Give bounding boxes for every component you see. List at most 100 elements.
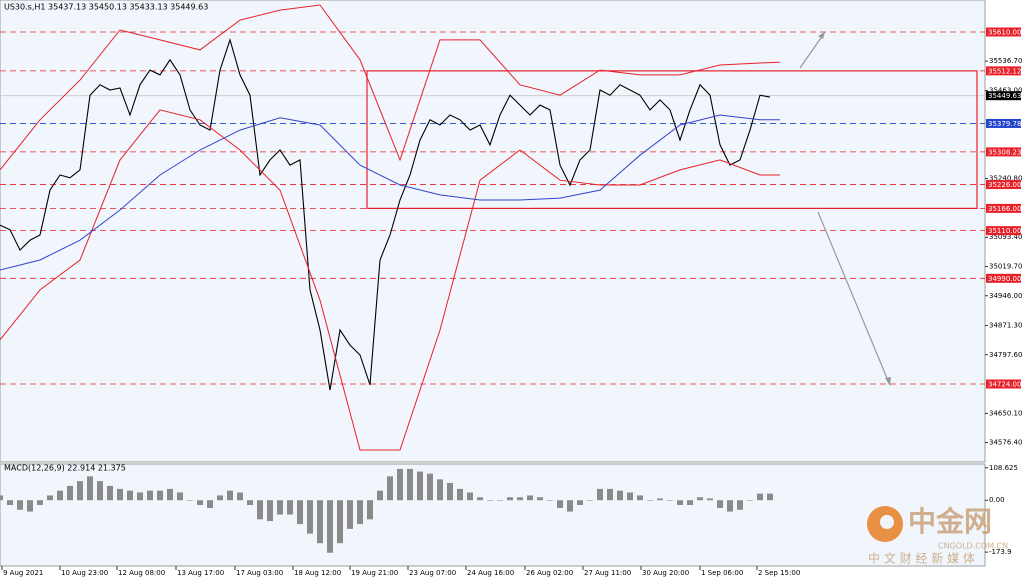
macd-bar xyxy=(7,500,13,505)
macd-bar xyxy=(487,500,493,501)
macd-bar xyxy=(537,497,543,501)
level-label-box xyxy=(986,180,1021,190)
macd-bar xyxy=(597,488,603,501)
macd-bar xyxy=(97,481,103,501)
macd-bar xyxy=(77,481,83,501)
macd-bar xyxy=(757,493,763,501)
macd-layer xyxy=(0,468,773,553)
level-label: 35226.00 xyxy=(988,181,1021,189)
macd-bar xyxy=(717,500,723,508)
x-tick-label: 12 Aug 08:00 xyxy=(118,569,165,577)
x-tick-label: 17 Aug 03:00 xyxy=(236,569,283,577)
macd-bar xyxy=(587,500,593,501)
x-tick-label: 1 Sep 06:00 xyxy=(701,569,743,577)
watermark-site: CNGOLD.COM.CN xyxy=(938,542,1008,551)
macd-bar xyxy=(217,495,223,501)
level-label-box xyxy=(986,273,1021,283)
level-label: 35308.23 xyxy=(988,148,1021,156)
level-label-box xyxy=(986,118,1021,128)
macd-bar xyxy=(737,500,743,510)
arrow-head xyxy=(885,377,891,386)
macd-bar xyxy=(547,500,553,501)
x-tick-label: 23 Aug 07:00 xyxy=(409,569,456,577)
y-tick-label: 34576.40 xyxy=(989,439,1022,447)
indicator-line xyxy=(0,4,781,171)
macd-bar xyxy=(417,471,423,501)
macd-bar xyxy=(257,500,263,520)
macd-bar xyxy=(367,500,373,520)
x-tick-label: 24 Aug 16:00 xyxy=(467,569,514,577)
level-label: 35449.63 xyxy=(988,92,1021,100)
macd-title: MACD(12,26,9) 22.914 21.375 xyxy=(4,464,126,473)
macd-bar xyxy=(107,485,113,501)
level-label-box xyxy=(986,203,1021,213)
level-label: 35610.00 xyxy=(988,28,1021,36)
macd-bar xyxy=(727,500,733,512)
macd-bar xyxy=(17,500,23,510)
macd-bar xyxy=(527,495,533,501)
level-label: 35379.78 xyxy=(988,120,1021,128)
macd-bar xyxy=(117,488,123,501)
macd-bar xyxy=(167,488,173,501)
y-tick-label: 0.00 xyxy=(989,496,1005,504)
macd-bar xyxy=(277,500,283,515)
macd-bar xyxy=(387,476,393,501)
macd-bar xyxy=(227,490,233,501)
macd-bar xyxy=(207,500,213,508)
macd-bar xyxy=(687,500,693,505)
macd-bar xyxy=(467,492,473,501)
macd-bar xyxy=(567,500,573,512)
macd-bar xyxy=(127,490,133,501)
y-tick-label: 34871.30 xyxy=(989,321,1022,329)
macd-bar xyxy=(137,492,143,501)
indicator-line xyxy=(0,114,780,271)
macd-bar xyxy=(267,500,273,522)
y-tick-label: 34946.00 xyxy=(989,292,1022,300)
level-label: 35110.00 xyxy=(988,227,1021,235)
macd-bar xyxy=(557,500,563,508)
level-label: 34990.00 xyxy=(988,275,1021,283)
y-tick-label: 35093.40 xyxy=(989,233,1022,241)
y-tick-label: -173.9 xyxy=(989,548,1012,556)
macd-bar xyxy=(247,500,253,505)
y-tick-label: 35463.00 xyxy=(989,86,1022,94)
macd-bar xyxy=(447,482,453,501)
macd-bar xyxy=(397,468,403,501)
macd-bar xyxy=(517,497,523,501)
macd-bar xyxy=(87,476,93,501)
macd-bar xyxy=(337,500,343,544)
watermark: 中金网 CNGOLD.COM.CN 中 文 财 经 新 媒 体 xyxy=(867,505,1008,566)
macd-bar xyxy=(437,479,443,501)
macd-bar xyxy=(477,497,483,501)
x-tick-label: 19 Aug 21:00 xyxy=(351,569,398,577)
macd-bar xyxy=(497,500,503,501)
x-tick-label: 2 Sep 15:00 xyxy=(758,569,800,577)
macd-bar xyxy=(767,493,773,501)
macd-bar xyxy=(297,500,303,525)
macd-bar xyxy=(317,500,323,544)
macd-bar xyxy=(607,488,613,501)
watermark-logo-inner xyxy=(880,515,894,529)
macd-bar xyxy=(0,495,3,501)
level-label: 34724.00 xyxy=(988,381,1021,389)
x-tick-label: 18 Aug 12:00 xyxy=(294,569,341,577)
level-label-box xyxy=(986,147,1021,157)
y-tick-label: 35536.70 xyxy=(989,57,1022,65)
macd-bar xyxy=(407,468,413,501)
macd-bar xyxy=(377,490,383,501)
macd-bar xyxy=(307,500,313,534)
macd-bar xyxy=(357,500,363,525)
macd-bar xyxy=(647,500,653,501)
level-label-box xyxy=(986,27,1021,37)
x-tick-label: 26 Aug 02:00 xyxy=(526,569,573,577)
macd-bar xyxy=(287,500,293,515)
arrow-head xyxy=(818,32,825,39)
macd-bar xyxy=(667,500,673,501)
macd-bar xyxy=(237,492,243,501)
price-line xyxy=(0,38,771,391)
macd-bar xyxy=(747,500,753,501)
macd-bar xyxy=(27,500,33,512)
macd-bar xyxy=(457,488,463,501)
level-label-box xyxy=(986,91,1021,101)
